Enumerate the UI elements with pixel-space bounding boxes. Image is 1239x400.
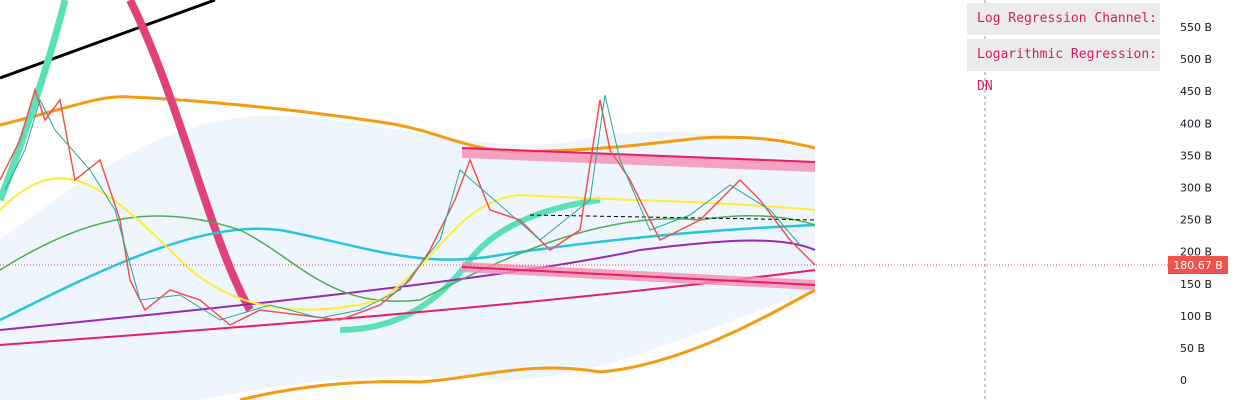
ma-red: [0, 269, 816, 346]
price-tick-label: 450 B: [1180, 85, 1212, 98]
price-tick-label: 500 B: [1180, 53, 1212, 66]
price-tick-label: 200 B: [1180, 246, 1212, 259]
price-tick-label: 50 B: [1180, 342, 1205, 355]
lower-band: [239, 288, 816, 400]
trend-line: [0, 0, 216, 80]
price-tick-label: 300 B: [1180, 182, 1212, 195]
price-tick-label: 150 B: [1180, 278, 1212, 291]
price-tick-label: 350 B: [1180, 149, 1212, 162]
channel-top: [462, 148, 815, 172]
price-tick-label: 100 B: [1180, 310, 1212, 323]
price-tick-label: 550 B: [1180, 21, 1212, 34]
channel-line: [461, 266, 816, 286]
regression-line: [529, 214, 816, 221]
legend-item[interactable]: Logarithmic Regression: DN: [967, 39, 1160, 94]
price-tick-label: 400 B: [1180, 117, 1212, 130]
price-tick-label: 250 B: [1180, 214, 1212, 227]
legend-item[interactable]: Log Regression Channel: DN: [967, 3, 1160, 58]
price-candles-up: [4, 94, 801, 321]
ribbon-red: [126, 0, 254, 312]
current-price-box: [1168, 256, 1228, 274]
current-price: 180.67 B: [1173, 259, 1223, 272]
ribbon-green: [0, 0, 69, 202]
upper-band: [0, 95, 816, 154]
ma-green: [0, 215, 816, 302]
price-tick-label: 0: [1180, 374, 1187, 387]
channel-line: [461, 147, 816, 163]
